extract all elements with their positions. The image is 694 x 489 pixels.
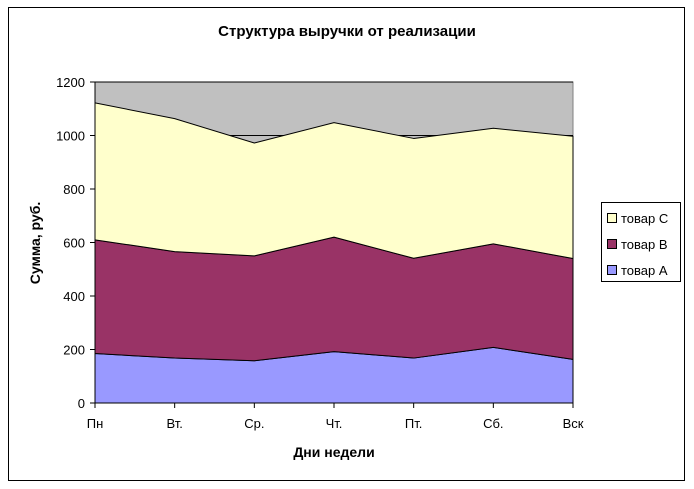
legend-label: товар B — [621, 236, 668, 252]
area-series-3 — [94, 102, 574, 260]
x-tick-label: Вт. — [166, 416, 182, 431]
x-tick-label: Вск — [563, 416, 584, 431]
y-axis-title: Сумма, руб. — [27, 202, 43, 285]
plot-area: 0 200 400 600 800 1000 1200 Пн Вт. Ср. Чт. Пт. Сб. Вс… — [56, 75, 584, 431]
chart-title: Структура выручки от реализации — [218, 23, 476, 40]
y-tick-label: 1000 — [56, 129, 85, 144]
legend-item: товар C — [607, 210, 668, 226]
x-axis-title: Дни недели — [293, 444, 374, 460]
x-tick-label: Сб. — [483, 416, 503, 431]
y-tick-label: 600 — [63, 236, 85, 251]
y-tick-label: 200 — [63, 343, 85, 358]
area-series-2 — [94, 236, 574, 362]
y-tick-label: 0 — [78, 396, 85, 411]
x-tick-label: Пн — [87, 416, 104, 431]
legend-item: товар A — [607, 262, 668, 278]
x-tick-label: Пт. — [405, 416, 422, 431]
x-tick-label: Ср. — [244, 416, 264, 431]
legend-label: товар A — [621, 262, 668, 278]
legend-swatch — [607, 239, 617, 249]
y-tick-label: 1200 — [56, 75, 85, 90]
y-tick-label: 400 — [63, 289, 85, 304]
x-tick-label: Чт. — [326, 416, 343, 431]
legend-item: товар B — [607, 236, 668, 252]
legend: товар C товар B товар A — [601, 202, 681, 282]
y-tick-label: 800 — [63, 182, 85, 197]
legend-label: товар C — [621, 210, 669, 226]
legend-swatch — [607, 213, 617, 223]
legend-swatch — [607, 265, 617, 275]
